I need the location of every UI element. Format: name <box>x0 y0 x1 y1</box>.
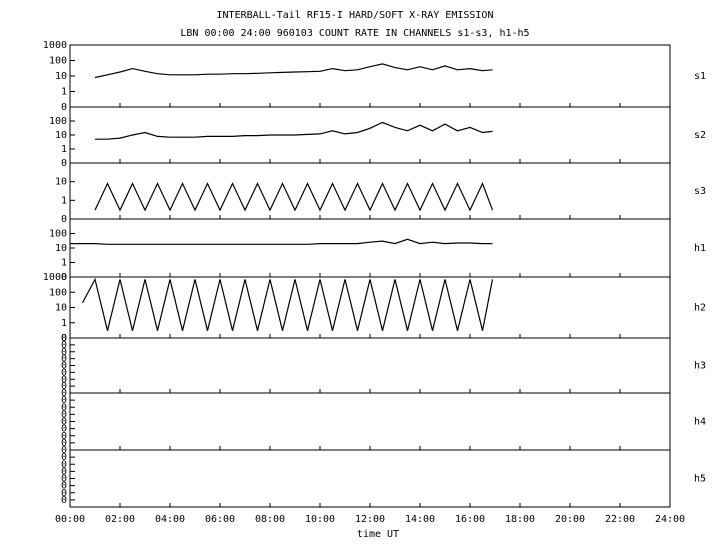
panel-label: h2 <box>694 303 706 314</box>
x-tick-label: 02:00 <box>105 514 135 525</box>
y-tick-label: 0 <box>61 340 67 351</box>
y-tick-label: 0 <box>61 374 67 385</box>
y-tick-label: 0 <box>61 388 67 399</box>
y-tick-label: 100 <box>49 287 67 298</box>
x-tick-label: 08:00 <box>255 514 285 525</box>
y-tick-label: 1 <box>61 195 67 206</box>
panel-label: s1 <box>694 71 706 82</box>
y-tick-label: 0 <box>61 381 67 392</box>
panel-frame <box>69 44 671 108</box>
x-tick-label: 24:00 <box>655 514 685 525</box>
y-tick-label: 0 <box>61 158 67 169</box>
data-line <box>81 277 494 331</box>
x-tick-label: 00:00 <box>55 514 85 525</box>
x-tick-label: 06:00 <box>205 514 235 525</box>
y-tick-label: 0 <box>61 333 67 344</box>
y-tick-label: 0 <box>61 395 67 406</box>
y-tick-label: 1 <box>61 87 67 98</box>
y-tick-label: 0 <box>61 333 67 344</box>
y-tick-label: 0 <box>61 409 67 420</box>
data-line <box>95 121 493 140</box>
y-tick-label: 0 <box>61 488 67 499</box>
x-tick-label: 14:00 <box>405 514 435 525</box>
y-tick-label: 100 <box>49 56 67 67</box>
panel-frame <box>69 337 671 394</box>
y-tick-label: 10 <box>55 130 67 141</box>
y-tick-label: 100 <box>49 116 67 127</box>
panel-frame <box>69 106 671 164</box>
panel-label: h5 <box>694 474 706 485</box>
data-line <box>94 181 494 212</box>
y-tick-label: 0 <box>61 438 67 449</box>
panel-label: s3 <box>694 186 706 197</box>
y-tick-label: 0 <box>61 347 67 358</box>
panel-frame <box>69 276 671 339</box>
x-tick-label: 22:00 <box>605 514 635 525</box>
y-tick-label: 0 <box>61 367 67 378</box>
x-axis-label: time UT <box>357 529 399 540</box>
y-tick-label: 0 <box>61 214 67 225</box>
y-tick-label: 1000 <box>43 40 67 51</box>
panel-frame <box>69 392 671 451</box>
y-tick-label: 10 <box>55 303 67 314</box>
y-tick-label: 1 <box>61 258 67 269</box>
chart-subtitle: LBN 00:00 24:00 960103 COUNT RATE IN CHA… <box>180 28 529 39</box>
y-tick-label: 0 <box>61 417 67 428</box>
y-tick-label: 100 <box>49 229 67 240</box>
y-tick-label: 0 <box>61 495 67 506</box>
y-tick-label: 0 <box>61 481 67 492</box>
panel-frame <box>69 449 671 508</box>
panel-label: h3 <box>694 361 706 372</box>
y-tick-label: 0 <box>61 452 67 463</box>
data-line <box>94 63 493 79</box>
y-tick-label: 0 <box>61 361 67 372</box>
y-tick-label: 0 <box>61 466 67 477</box>
data-line <box>70 238 493 245</box>
x-tick-label: 10:00 <box>305 514 335 525</box>
y-tick-label: 10 <box>55 71 67 82</box>
x-tick-label: 12:00 <box>355 514 385 525</box>
x-tick-label: 04:00 <box>155 514 185 525</box>
y-tick-label: 1 <box>61 144 67 155</box>
chart-title: INTERBALL-Tail RF15-I HARD/SOFT X-RAY EM… <box>217 10 494 21</box>
y-tick-label: 0 <box>61 272 67 283</box>
y-tick-label: 1 <box>61 318 67 329</box>
y-tick-label: 0 <box>61 431 67 442</box>
y-tick-label: 0 <box>61 402 67 413</box>
panel-label: h1 <box>694 243 706 254</box>
x-tick-label: 20:00 <box>555 514 585 525</box>
x-tick-label: 16:00 <box>455 514 485 525</box>
y-tick-label: 1000 <box>43 272 67 283</box>
y-tick-label: 0 <box>61 474 67 485</box>
panel-label: h4 <box>694 417 706 428</box>
y-tick-label: 0 <box>61 445 67 456</box>
y-tick-label: 10 <box>55 243 67 254</box>
panel-label: s2 <box>694 130 706 141</box>
x-tick-label: 18:00 <box>505 514 535 525</box>
y-tick-label: 10 <box>55 177 67 188</box>
y-tick-label: 0 <box>61 354 67 365</box>
y-tick-label: 0 <box>61 459 67 470</box>
y-tick-label: 0 <box>61 424 67 435</box>
y-tick-label: 0 <box>61 102 67 113</box>
panel-frame <box>69 218 671 278</box>
